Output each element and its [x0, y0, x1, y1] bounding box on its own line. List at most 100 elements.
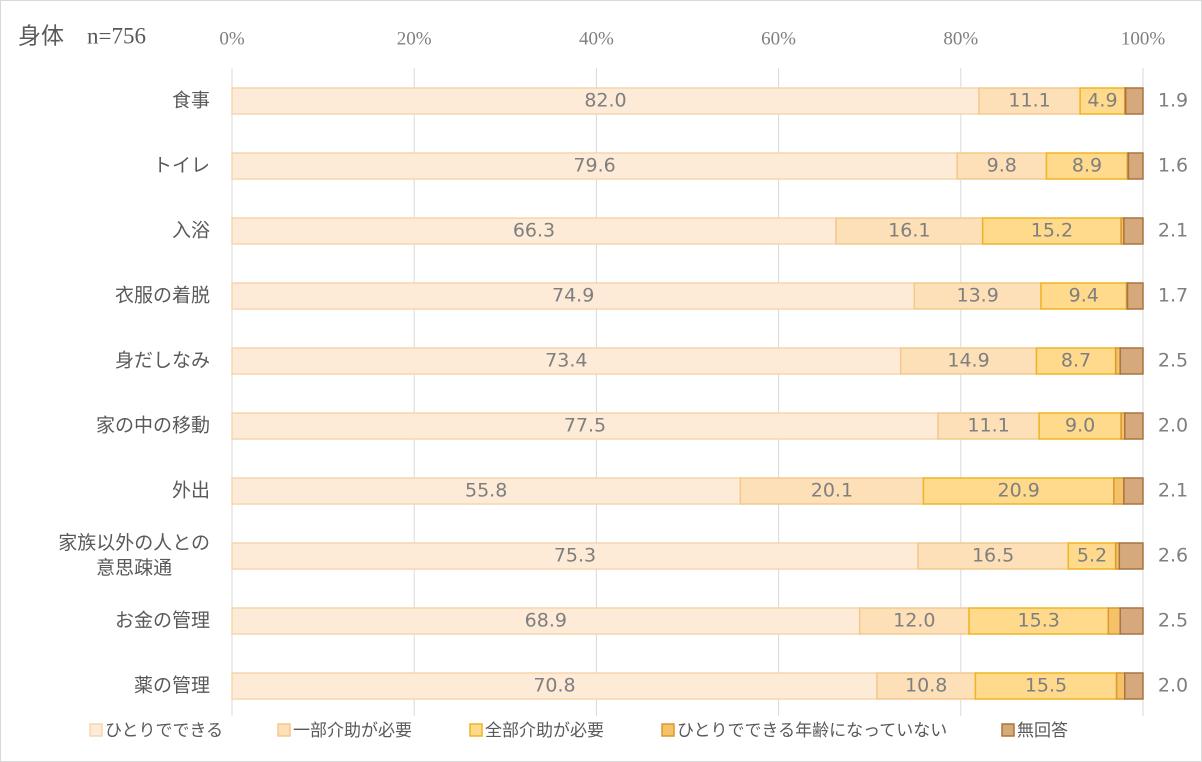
category-label: 薬の管理	[133, 674, 210, 697]
category-label: トイレ	[152, 154, 210, 177]
bar-segment	[1126, 282, 1144, 310]
value-label: 8.7	[1061, 350, 1091, 372]
legend-label: 全部介助が必要	[485, 721, 604, 741]
value-label: 82.0	[584, 90, 626, 112]
value-label: 55.8	[465, 480, 507, 502]
bar-segment	[937, 412, 1040, 440]
value-label: 74.9	[552, 285, 594, 307]
bar-segment	[231, 152, 958, 180]
x-tick-label: 40%	[579, 28, 614, 49]
bar-segment	[231, 542, 919, 570]
x-tick-label: 100%	[1121, 28, 1166, 49]
category-label: 入浴	[171, 219, 210, 242]
value-label: 73.4	[545, 350, 587, 372]
bar-segment	[1040, 282, 1128, 310]
value-label: 66.3	[513, 220, 555, 242]
bar-segment	[1079, 87, 1126, 115]
value-label: 20.1	[811, 480, 853, 502]
value-label: 15.2	[1031, 220, 1073, 242]
value-label: 11.1	[1008, 90, 1050, 112]
category-label: 家の中の移動	[95, 414, 210, 437]
value-label: 4.9	[1087, 90, 1117, 112]
value-label: 9.8	[987, 155, 1017, 177]
bar-segment	[1123, 477, 1144, 505]
bar-segment	[1124, 412, 1144, 440]
category-label: 外出	[171, 479, 210, 502]
legend-label: ひとりでできる年齢になっていない	[677, 721, 947, 741]
value-label: 2.1	[1158, 220, 1188, 242]
category-label: 衣服の着脱	[114, 284, 210, 307]
bar-segment	[1113, 477, 1125, 505]
value-label: 1.6	[1158, 155, 1188, 177]
legend-label: ひとりでできる	[105, 721, 223, 741]
legend-swatch	[89, 723, 103, 737]
value-label: 8.9	[1072, 155, 1102, 177]
category-label: お金の管理	[114, 609, 210, 632]
bar-segment	[231, 217, 837, 245]
legend-swatch	[1001, 723, 1015, 737]
value-label: 5.2	[1077, 545, 1107, 567]
value-label: 15.3	[1018, 610, 1060, 632]
bar-segment	[981, 217, 1122, 245]
value-label: 2.0	[1158, 415, 1188, 437]
value-label: 16.1	[888, 220, 930, 242]
legend-swatch	[469, 723, 483, 737]
value-label: 2.1	[1158, 480, 1188, 502]
bar-segment	[1123, 217, 1144, 245]
value-label: 9.4	[1069, 285, 1099, 307]
bar-segment	[974, 672, 1118, 700]
legend-swatch	[277, 723, 291, 737]
bar-segment	[1124, 672, 1144, 700]
x-tick-label: 60%	[761, 28, 796, 49]
bar-segment	[231, 412, 939, 440]
value-label: 20.9	[997, 480, 1039, 502]
value-label: 10.8	[905, 675, 947, 697]
bar-segment	[956, 152, 1048, 180]
value-label: 2.5	[1158, 350, 1188, 372]
legend-label: 無回答	[1017, 721, 1068, 741]
bar-segment	[1107, 607, 1121, 635]
value-label: 12.0	[893, 610, 935, 632]
bar-segment	[231, 477, 742, 505]
value-label: 2.0	[1158, 675, 1188, 697]
value-label: 79.6	[573, 155, 615, 177]
bar-segment	[968, 607, 1110, 635]
bar-segment	[231, 282, 916, 310]
value-label: 75.3	[554, 545, 596, 567]
category-label: 食事	[171, 89, 210, 112]
value-label: 70.8	[533, 675, 575, 697]
value-label: 9.0	[1065, 415, 1095, 437]
bar-segment	[876, 672, 977, 700]
value-label: 13.9	[956, 285, 998, 307]
value-label: 68.9	[525, 610, 567, 632]
value-label: 16.5	[972, 545, 1014, 567]
value-label: 15.5	[1025, 675, 1067, 697]
value-label: 77.5	[564, 415, 606, 437]
bar-segment	[739, 477, 925, 505]
x-tick-label: 20%	[397, 28, 432, 49]
bar-segment	[922, 477, 1115, 505]
value-label: 2.6	[1158, 545, 1188, 567]
legend-label: 一部介助が必要	[293, 721, 412, 741]
bar-segment	[1124, 87, 1144, 115]
bar-segment	[1127, 152, 1144, 180]
x-tick-label: 0%	[219, 28, 245, 49]
x-tick-label: 80%	[943, 28, 978, 49]
bar-segment	[913, 282, 1042, 310]
bar-segment	[1118, 542, 1144, 570]
bar-segment	[1035, 347, 1117, 375]
legend-swatch	[661, 723, 675, 737]
bar-segment	[1115, 672, 1126, 700]
value-label: 14.9	[947, 350, 989, 372]
bar-segment	[1119, 607, 1144, 635]
bar-segment	[1045, 152, 1129, 180]
value-label: 11.1	[967, 415, 1009, 437]
value-label: 1.9	[1158, 90, 1188, 112]
value-label: 1.7	[1158, 285, 1188, 307]
category-label: 身だしなみ	[114, 349, 210, 372]
chart-title: 身体 n=756	[18, 23, 146, 48]
bar-segment	[1119, 347, 1144, 375]
bar-segment	[1038, 412, 1122, 440]
